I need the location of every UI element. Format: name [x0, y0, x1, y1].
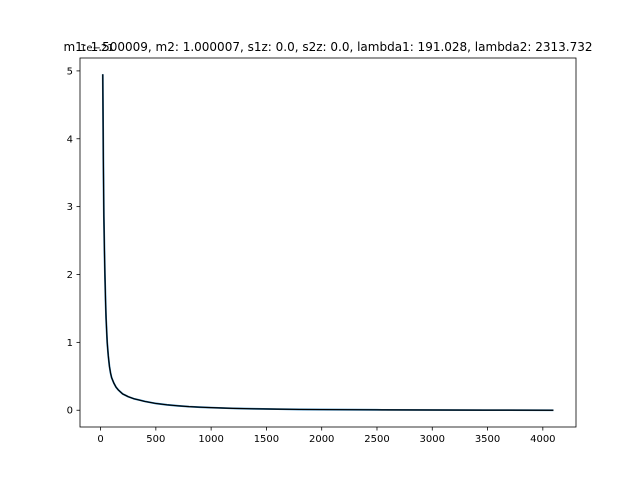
x-tick-label: 3000 [420, 434, 445, 445]
y-tick-label: 0 [67, 406, 73, 417]
x-tick-label: 0 [97, 434, 103, 445]
x-tick-label: 500 [146, 434, 165, 445]
y-axis-scale-label: 1e−21 [80, 43, 114, 54]
x-tick-label: 2000 [309, 434, 334, 445]
x-tick-label: 3500 [475, 434, 500, 445]
y-tick-label: 2 [67, 270, 73, 281]
series-layer [101, 74, 554, 412]
series-line-1 [102, 74, 554, 411]
y-tick-label: 4 [67, 134, 73, 145]
x-tick-label: 1000 [198, 434, 223, 445]
x-tick-label: 4000 [530, 434, 555, 445]
x-tick-label: 2500 [364, 434, 389, 445]
chart-title: m1: 1.500009, m2: 1.000007, s1z: 0.0, s2… [63, 40, 592, 54]
y-tick-label: 1 [67, 338, 73, 349]
y-tick-label: 5 [67, 66, 73, 77]
ticks-layer: 0 500 1000 1500 2000 2500 3000 3500 4000 0 1 2 3 4 5 [67, 66, 556, 445]
plot-area-frame [79, 57, 577, 428]
x-tick-label: 1500 [254, 434, 279, 445]
y-tick-label: 3 [67, 202, 73, 213]
